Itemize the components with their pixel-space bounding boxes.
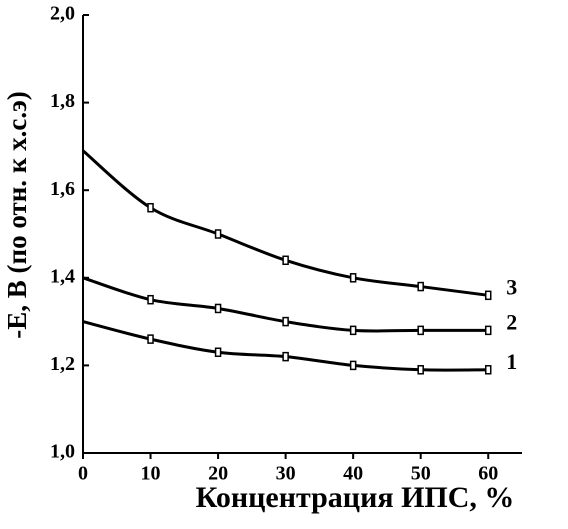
point-marker <box>349 325 357 336</box>
x-tick-label: 50 <box>411 463 431 485</box>
point-marker <box>282 255 289 266</box>
x-tick-label: 20 <box>208 463 228 485</box>
y-tick-label: 1,4 <box>50 265 75 287</box>
x-tick-label: 40 <box>343 463 363 485</box>
point-marker <box>214 347 222 358</box>
point-marker <box>484 365 492 375</box>
series-label: 2 <box>506 309 517 334</box>
point-marker <box>484 325 492 336</box>
x-tick-label: 10 <box>141 463 161 485</box>
point-marker <box>147 334 154 344</box>
y-axis-label: -E, B (по отн. к х.с.э) <box>2 91 32 338</box>
point-marker <box>349 360 357 371</box>
line-series <box>82 149 489 297</box>
y-tick-label: 1,6 <box>50 178 75 200</box>
y-tick-label: 1,0 <box>50 441 75 463</box>
point-marker <box>417 365 424 375</box>
point-marker <box>147 202 154 213</box>
y-tick-label: 1,2 <box>50 353 75 375</box>
x-tick-label: 30 <box>276 463 296 485</box>
x-tick-label: 0 <box>78 463 88 485</box>
series-label: 3 <box>506 274 517 299</box>
point-marker <box>214 229 222 239</box>
point-marker <box>484 290 492 301</box>
point-marker <box>147 294 154 305</box>
point-marker <box>214 303 222 314</box>
x-axis-label: Концентрация ИПС, % <box>196 481 515 514</box>
point-marker <box>349 273 357 283</box>
x-tick-label: 60 <box>478 463 498 485</box>
y-tick-label: 2,0 <box>50 3 75 25</box>
point-marker <box>282 316 289 327</box>
point-marker <box>417 281 424 292</box>
point-marker <box>417 325 424 336</box>
y-tick-label: 1,8 <box>50 90 75 112</box>
point-marker <box>282 351 289 362</box>
series-label: 1 <box>506 349 517 374</box>
